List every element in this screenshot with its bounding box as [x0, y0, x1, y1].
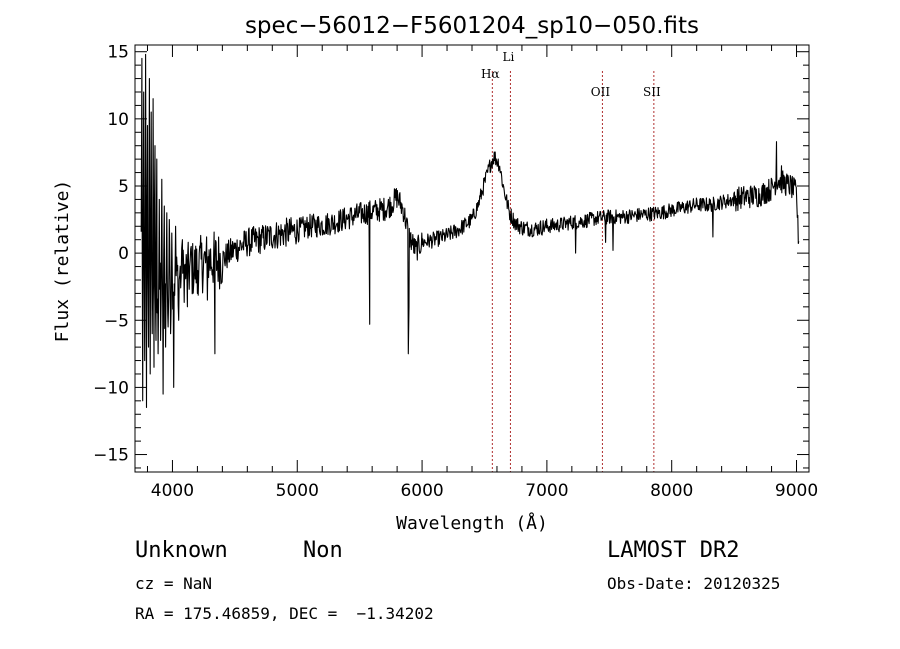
- flux-line: [140, 53, 800, 409]
- y-axis-label: Flux (relative): [52, 180, 73, 343]
- x-tick-label: 5000: [276, 481, 319, 501]
- classification: Unknown: [135, 538, 228, 563]
- x-tick-label: 8000: [650, 481, 693, 501]
- x-axis-label: Wavelength (Å): [396, 512, 548, 534]
- y-tick-label: −10: [93, 378, 129, 398]
- y-tick-label: −5: [104, 311, 129, 331]
- line-marker-label: OII: [591, 85, 611, 99]
- x-tick-label: 4000: [151, 481, 194, 501]
- y-tick-label: 10: [107, 110, 129, 130]
- y-tick-label: 0: [118, 244, 129, 264]
- x-tick-label: 6000: [400, 481, 443, 501]
- line-marker-label: Li: [503, 50, 515, 64]
- y-tick-label: 5: [118, 177, 129, 197]
- subclass: Non: [303, 538, 343, 563]
- line-marker-label: SII: [643, 85, 661, 99]
- y-tick-label: −15: [93, 446, 129, 466]
- redshift: cz = NaN: [135, 574, 213, 593]
- x-tick-label: 7000: [525, 481, 568, 501]
- x-tick-label: 9000: [775, 481, 818, 501]
- y-tick-label: 15: [107, 43, 129, 63]
- coordinates: RA = 175.46859, DEC = −1.34202: [135, 604, 434, 623]
- axes: 4000 5000 6000 7000 8000 9000 −15 −10 −5 0 5 10 15: [93, 43, 818, 501]
- survey-name: LAMOST DR2: [607, 538, 740, 563]
- chart-title: spec−56012−F5601204_sp10−050.fits: [245, 13, 699, 39]
- line-marker-label: Hα: [481, 67, 500, 81]
- flux-series: [140, 53, 800, 409]
- obs-date: Obs-Date: 20120325: [607, 574, 781, 593]
